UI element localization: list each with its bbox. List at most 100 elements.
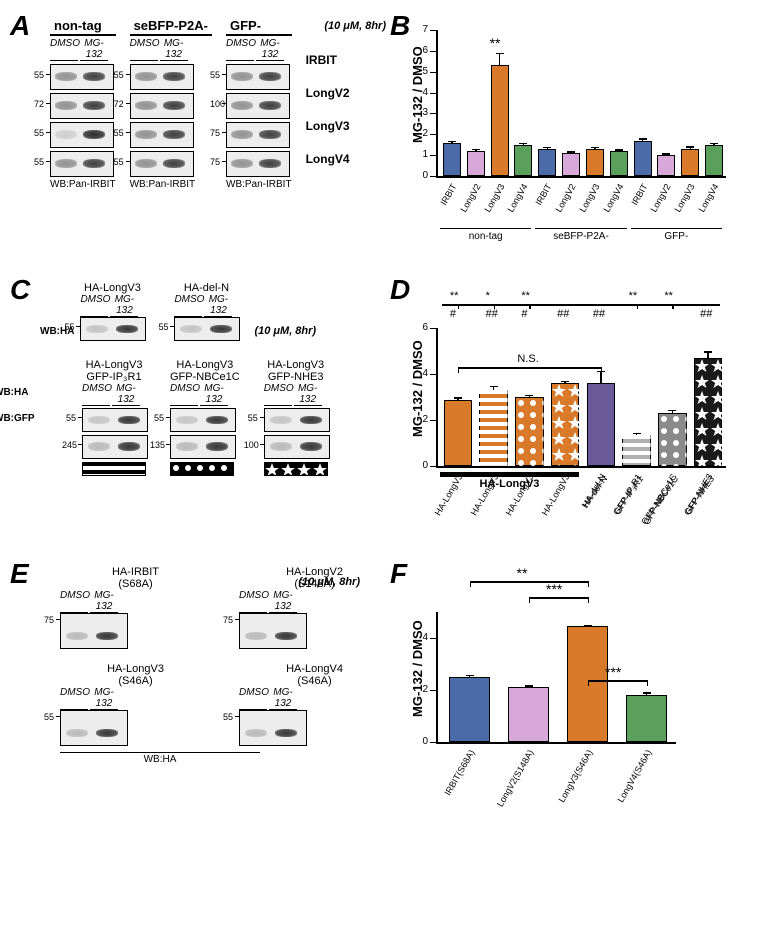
band <box>116 325 138 333</box>
lane-label: DMSO <box>239 687 267 710</box>
x-group-label: seBFP-P2A- <box>535 231 626 242</box>
blot-box <box>82 435 148 459</box>
blot-box <box>130 64 194 90</box>
row-labels: IRBITLongV2LongV3LongV4 <box>306 48 350 190</box>
y-tick-label: 0 <box>400 170 428 181</box>
bar <box>449 677 490 742</box>
x-category-label: IRBIT <box>629 182 649 207</box>
significance-marker: *** <box>605 664 621 680</box>
error-cap <box>710 143 718 145</box>
y-tick-label: 1 <box>400 149 428 160</box>
band <box>55 130 77 139</box>
error-cap <box>472 149 480 151</box>
panel-e: E HA-IRBIT (S68A)DMSOMG-13275HA-LongV2 (… <box>10 558 390 822</box>
lane-label: MG-132 <box>90 687 118 710</box>
band <box>259 130 281 139</box>
group-title: non-tag <box>50 18 116 36</box>
panel-c-bottom: HA-LongV3GFP-IP₃R1DMSOMG-13255245HA-Long… <box>82 359 390 481</box>
panel-c: C WB:HAHA-LongV3DMSOMG-13255HA-del-NDMSO… <box>10 274 390 538</box>
band <box>300 442 322 451</box>
y-tick-label: 7 <box>400 24 428 35</box>
x-group-line <box>631 228 722 229</box>
lane-labels: DMSOMG-132 <box>170 383 240 406</box>
significance-hash: ## <box>557 308 569 320</box>
error-cap <box>448 141 456 143</box>
mw-marker: 245 <box>62 440 77 450</box>
row-label: IRBIT <box>306 48 350 72</box>
x-category-label: LongV3 <box>577 182 601 214</box>
sig-line <box>529 597 588 599</box>
lane-label: MG-132 <box>110 294 138 317</box>
sig-drop <box>588 597 590 603</box>
blot-row: 75 <box>226 122 288 148</box>
bar <box>515 397 544 466</box>
blot-wrap: 55 <box>174 317 238 341</box>
mw-marker: 55 <box>66 413 76 423</box>
band <box>86 325 108 333</box>
blot-wrap: 75 <box>60 613 126 649</box>
blot-column: GFP-DMSOMG-132551007575WB:Pan-IRBIT <box>226 18 292 190</box>
band <box>163 159 185 168</box>
band <box>88 442 110 451</box>
x-group-label: GFP- <box>631 231 722 242</box>
bar <box>658 413 687 466</box>
significance-marker: ** <box>490 35 501 51</box>
error-cap <box>686 146 694 148</box>
blot-box <box>130 122 194 148</box>
significance-marker: ** <box>664 290 673 302</box>
ns-drop <box>458 367 460 373</box>
bar <box>681 149 699 176</box>
blot-title: HA-LongV3GFP-NHE3 <box>264 359 328 383</box>
band <box>83 101 105 110</box>
blot-column: HA-LongV3GFP-NHE3DMSOMG-13255100 <box>264 359 328 481</box>
band <box>118 442 140 451</box>
band <box>176 442 198 451</box>
mw-marker: 55 <box>154 413 164 423</box>
x-axis <box>436 176 726 178</box>
band <box>231 130 253 139</box>
blot-column: HA-IRBIT (S68A)DMSOMG-13275 <box>60 566 211 649</box>
blot-column: HA-LongV3GFP-IP₃R1DMSOMG-13255245 <box>82 359 146 481</box>
lane-label: DMSO <box>130 38 158 61</box>
band <box>135 101 157 110</box>
band <box>96 729 118 737</box>
blot-row: 72 <box>130 93 192 119</box>
significance-hash: # <box>450 308 456 320</box>
y-tick <box>430 72 436 73</box>
band <box>270 416 292 424</box>
x-group-line <box>440 228 531 229</box>
error-cap <box>466 675 474 677</box>
x-category-label: LongV2 <box>649 182 673 214</box>
bar <box>443 143 461 176</box>
band <box>163 72 185 81</box>
group-underline <box>440 472 579 477</box>
blot-column: non-tagDMSOMG-13255725555WB:Pan-IRBIT <box>50 18 116 190</box>
error-cap <box>668 410 676 412</box>
panel-f: F 024MG-132 / DMSOIRBIT(S68A)LongV2(S148… <box>390 558 740 822</box>
blot-box <box>82 408 148 432</box>
x-category-label: LongV4(S46A) <box>615 748 653 804</box>
bar <box>634 141 652 176</box>
sig-line <box>470 581 588 583</box>
blot-box <box>170 408 236 432</box>
blot-row: 55 <box>130 64 192 90</box>
band <box>88 416 110 424</box>
lane-label: DMSO <box>264 383 292 406</box>
x-category-label: LongV4 <box>601 182 625 214</box>
band <box>245 632 267 640</box>
blot-title: HA-LongV3GFP-IP₃R1 <box>82 359 146 383</box>
blot-column: HA-LongV3GFP-NBCe1CDMSOMG-13255135 <box>170 359 240 481</box>
mw-marker: 75 <box>223 615 233 625</box>
lane-labels: DMSOMG-132 <box>82 383 146 406</box>
lane-label: DMSO <box>60 590 88 613</box>
band <box>259 159 281 168</box>
x-category-label: IRBIT <box>534 182 554 207</box>
sig-line <box>442 304 720 306</box>
x-category-label: GFP-NBCe1C <box>640 474 681 526</box>
y-tick <box>430 420 436 421</box>
x-category-label: LongV2(S148A) <box>494 748 535 808</box>
significance-hash: ## <box>486 308 498 320</box>
error-cap <box>662 153 670 155</box>
y-axis <box>436 612 438 742</box>
blot-wrap: 55 <box>170 408 234 432</box>
